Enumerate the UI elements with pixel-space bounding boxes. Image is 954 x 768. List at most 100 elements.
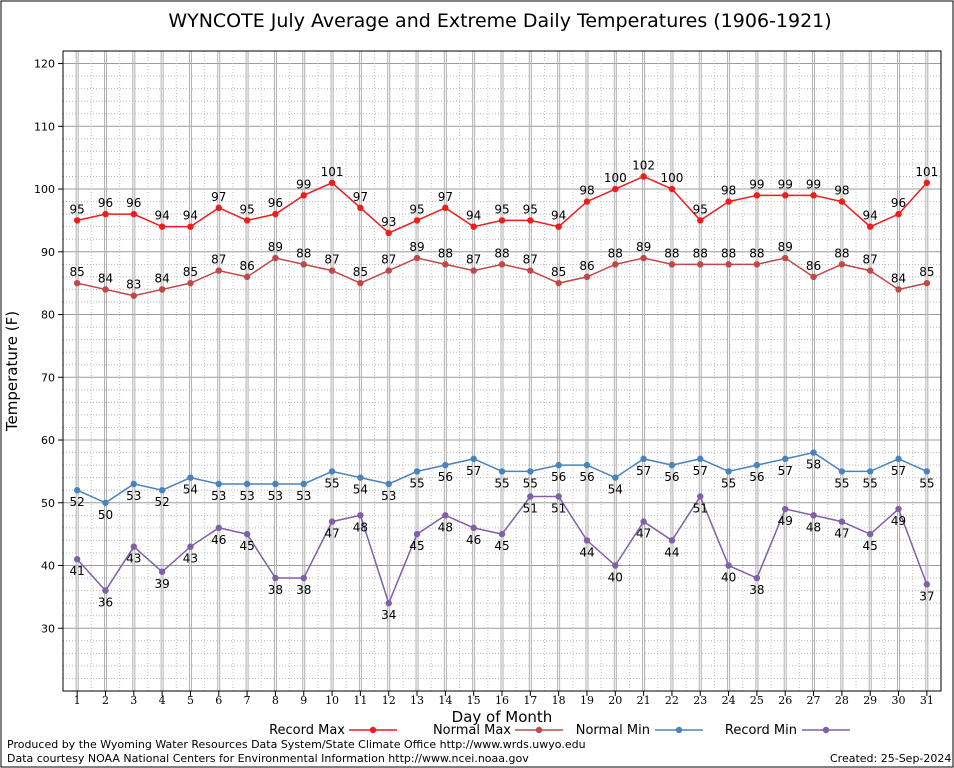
data-point xyxy=(130,292,138,299)
data-label: 46 xyxy=(211,533,226,547)
data-point xyxy=(612,261,619,268)
legend-label: Record Min xyxy=(725,723,797,738)
data-label: 87 xyxy=(466,253,481,267)
data-point xyxy=(782,455,789,463)
data-label: 101 xyxy=(915,165,938,179)
data-point xyxy=(640,173,647,180)
x-tick-label: 18 xyxy=(552,694,566,707)
x-tick-label: 11 xyxy=(353,694,367,707)
plot-area-frame xyxy=(62,50,942,692)
y-tick-label: 30 xyxy=(41,622,55,635)
y-tick-label: 60 xyxy=(41,434,55,447)
x-tick-label: 6 xyxy=(215,694,222,707)
x-tick-label: 15 xyxy=(467,694,481,707)
x-tick-label: 9 xyxy=(300,694,307,707)
x-axis-label: Day of Month xyxy=(452,708,553,726)
data-label: 83 xyxy=(126,278,141,292)
x-tick-label: 12 xyxy=(382,694,396,707)
data-label: 47 xyxy=(636,527,651,541)
x-tick-label: 27 xyxy=(807,694,821,707)
data-label: 94 xyxy=(863,209,878,223)
data-label: 40 xyxy=(608,571,623,585)
data-point xyxy=(102,499,109,506)
data-label: 89 xyxy=(778,240,793,254)
data-point xyxy=(668,185,676,193)
data-label: 96 xyxy=(98,196,113,210)
data-point xyxy=(697,455,704,463)
data-point xyxy=(668,261,676,268)
y-tick-label: 90 xyxy=(41,246,55,259)
legend-item-normal-max: Normal Max xyxy=(433,723,563,738)
data-label: 55 xyxy=(523,476,538,490)
data-point xyxy=(243,530,251,538)
data-point xyxy=(527,493,534,500)
data-label: 38 xyxy=(296,583,311,597)
data-label: 36 xyxy=(98,596,113,610)
data-label: 54 xyxy=(183,483,198,497)
x-tick-label: 1 xyxy=(74,694,81,707)
data-label: 47 xyxy=(324,527,339,541)
data-label: 39 xyxy=(154,577,169,591)
data-label: 43 xyxy=(126,552,141,566)
chart-title: WYNCOTE July Average and Extreme Daily T… xyxy=(168,10,831,32)
data-label: 88 xyxy=(664,246,679,260)
data-label: 45 xyxy=(409,539,424,553)
y-tick-label: 120 xyxy=(34,58,55,71)
data-point xyxy=(328,179,336,186)
data-point xyxy=(810,273,817,281)
data-point xyxy=(357,512,364,519)
data-point xyxy=(158,487,166,494)
data-label: 97 xyxy=(211,190,226,204)
data-point xyxy=(555,223,562,230)
data-point xyxy=(73,487,81,494)
data-point xyxy=(923,468,931,475)
data-label: 45 xyxy=(494,539,509,553)
data-point xyxy=(328,267,336,274)
data-point xyxy=(583,273,591,281)
footer-produced-by: Produced by the Wyoming Water Resources … xyxy=(7,738,586,751)
data-label: 87 xyxy=(863,253,878,267)
x-tick-label: 4 xyxy=(159,694,166,707)
data-label: 95 xyxy=(239,202,254,216)
data-label: 56 xyxy=(551,470,566,484)
data-label: 57 xyxy=(693,464,708,478)
data-point xyxy=(300,480,307,488)
data-point xyxy=(782,505,789,513)
data-label: 99 xyxy=(778,177,793,191)
data-label: 95 xyxy=(494,202,509,216)
series-normal-max: 85 84 83 84 85 87 86 89 88 87 85 87 89 88 87 88 87 85 86 88… xyxy=(70,240,934,299)
data-point xyxy=(215,524,222,532)
data-point xyxy=(328,468,336,475)
data-label: 88 xyxy=(721,246,736,260)
data-label: 87 xyxy=(211,253,226,267)
data-point xyxy=(866,223,874,230)
y-tick-label: 80 xyxy=(41,309,55,322)
data-point xyxy=(612,474,619,481)
data-point xyxy=(470,267,477,274)
data-point xyxy=(413,468,421,475)
data-point xyxy=(413,217,421,224)
data-label: 55 xyxy=(721,476,736,490)
data-point xyxy=(385,229,392,237)
data-label: 88 xyxy=(834,246,849,260)
data-label: 38 xyxy=(749,583,764,597)
series-layer: 95 96 96 94 94 97 95 96 99 101 97 93 95 97 94 95 95 94 98 1… xyxy=(70,158,939,622)
data-label: 45 xyxy=(239,539,254,553)
data-label: 50 xyxy=(98,508,113,522)
data-label: 52 xyxy=(70,495,85,509)
data-label: 86 xyxy=(239,259,254,273)
data-point xyxy=(385,599,392,607)
y-tick-label: 100 xyxy=(34,183,55,196)
data-label: 48 xyxy=(353,520,368,534)
data-label: 88 xyxy=(438,246,453,260)
x-tick-label: 22 xyxy=(665,694,679,707)
data-label: 55 xyxy=(834,476,849,490)
data-label: 47 xyxy=(834,527,849,541)
data-label: 55 xyxy=(324,476,339,490)
data-point xyxy=(272,254,279,262)
data-point xyxy=(102,286,109,293)
data-point xyxy=(300,574,307,582)
y-axis-label: Temperature (F) xyxy=(3,311,21,432)
